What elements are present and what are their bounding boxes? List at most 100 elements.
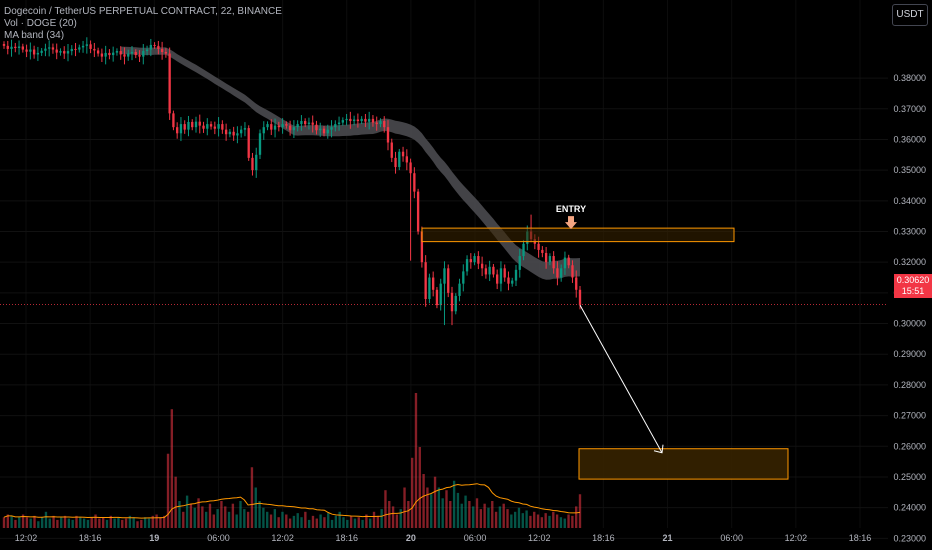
candle-body [209, 124, 213, 127]
candle-body [130, 52, 134, 54]
volume-bar [60, 517, 63, 528]
candle-body [416, 191, 420, 232]
time-grid [25, 0, 861, 528]
candle-body [319, 128, 322, 131]
volume-bar [239, 501, 242, 528]
price-tick-label: 0.27000 [893, 411, 926, 421]
candle-body [567, 257, 570, 266]
time-tick-label: 06:00 [720, 533, 743, 543]
volume-bar [227, 511, 231, 528]
volume-bar [323, 517, 326, 528]
projection-arrow[interactable] [579, 304, 663, 453]
volume-bar [555, 514, 559, 528]
candle-body [552, 256, 555, 269]
volume-bar [75, 515, 78, 528]
candle-body [277, 125, 280, 128]
volume-bar [79, 517, 82, 528]
candle-body [194, 121, 198, 128]
candle-body [172, 113, 175, 128]
candle-body [270, 124, 273, 130]
time-tick-label: 18:16 [336, 533, 359, 543]
volume-bar [204, 511, 208, 528]
time-tick-label: 12:02 [785, 533, 808, 543]
volume-bar [361, 519, 364, 528]
candle-body [142, 51, 145, 57]
currency-button[interactable]: USDT [892, 4, 928, 26]
candle-body [40, 50, 43, 53]
candle-body [25, 49, 28, 52]
volume-bar [311, 515, 315, 528]
candle-body [266, 124, 269, 128]
target-zone[interactable] [578, 448, 789, 480]
candle-body [85, 44, 88, 46]
volume-bar [365, 514, 368, 528]
volume-bar [86, 519, 90, 528]
entry-zone[interactable] [421, 227, 735, 243]
candle-body [375, 122, 378, 125]
candle-body [224, 129, 228, 135]
volume-bar [376, 515, 380, 528]
candle-body [571, 265, 574, 278]
volume-bar [296, 513, 299, 528]
volume-bar [143, 517, 147, 528]
price-tick-label: 0.38000 [893, 73, 926, 83]
candle-body [14, 46, 17, 49]
price-tick-label: 0.30000 [893, 319, 926, 329]
candle-body [560, 268, 563, 278]
candle-body [206, 124, 209, 129]
volume-bar [380, 509, 383, 528]
volume-bar [475, 498, 479, 528]
candle-body [296, 124, 299, 128]
volume-bar [243, 509, 246, 528]
volume-bar [399, 509, 402, 528]
candle-body [326, 129, 329, 134]
volume-bars [2, 393, 582, 528]
candle-body [383, 121, 386, 128]
volume-bar [67, 518, 71, 528]
candle-body [424, 262, 427, 299]
volume-bar [170, 409, 174, 528]
candle-body [164, 52, 168, 54]
candle-body [401, 151, 405, 157]
volume-bar [147, 518, 151, 528]
candle-body [145, 49, 149, 52]
volume-bar [307, 519, 311, 528]
candle-body [330, 127, 333, 130]
time-tick-label: 06:00 [464, 533, 487, 543]
volume-bar [94, 514, 97, 528]
time-axis[interactable]: 12:02 18:16 19 06:00 12:02 18:16 20 06:00 12:02 1… [15, 533, 872, 543]
candle-body [356, 119, 360, 122]
candle-body [221, 124, 224, 130]
volume-bar [254, 487, 257, 528]
candle-body [81, 45, 85, 48]
candle-body [420, 231, 424, 263]
price-axis[interactable]: 0.38000 0.37000 0.36000 0.35000 0.34000 0.330… [893, 73, 926, 543]
candle-body [228, 131, 232, 135]
candle-body [413, 173, 416, 192]
volume-bar [258, 501, 261, 528]
volume-bar [483, 503, 486, 528]
volume-bar [403, 487, 406, 528]
volume-bar [117, 517, 120, 528]
candle-body [44, 48, 47, 51]
candle-body [191, 121, 194, 128]
candle-body [465, 259, 469, 272]
candle-body [285, 124, 288, 126]
volume-bar [472, 506, 475, 528]
volume-bar [342, 517, 345, 528]
candle-body [149, 44, 152, 50]
volume-bar [140, 519, 143, 528]
volume-bar [437, 487, 441, 528]
candle-body [364, 118, 367, 122]
volume-bar [567, 514, 570, 528]
candle-body [462, 271, 465, 284]
time-tick-label: 18:16 [849, 533, 872, 543]
volume-bar [193, 507, 196, 528]
last-price-tag: 0.30620 15:51 [894, 274, 932, 298]
time-tick-label: 12:02 [528, 533, 551, 543]
candle-body [473, 256, 476, 263]
volume-bar [521, 513, 524, 528]
volume-bar [330, 519, 334, 528]
price-tick-label: 0.24000 [893, 503, 926, 513]
